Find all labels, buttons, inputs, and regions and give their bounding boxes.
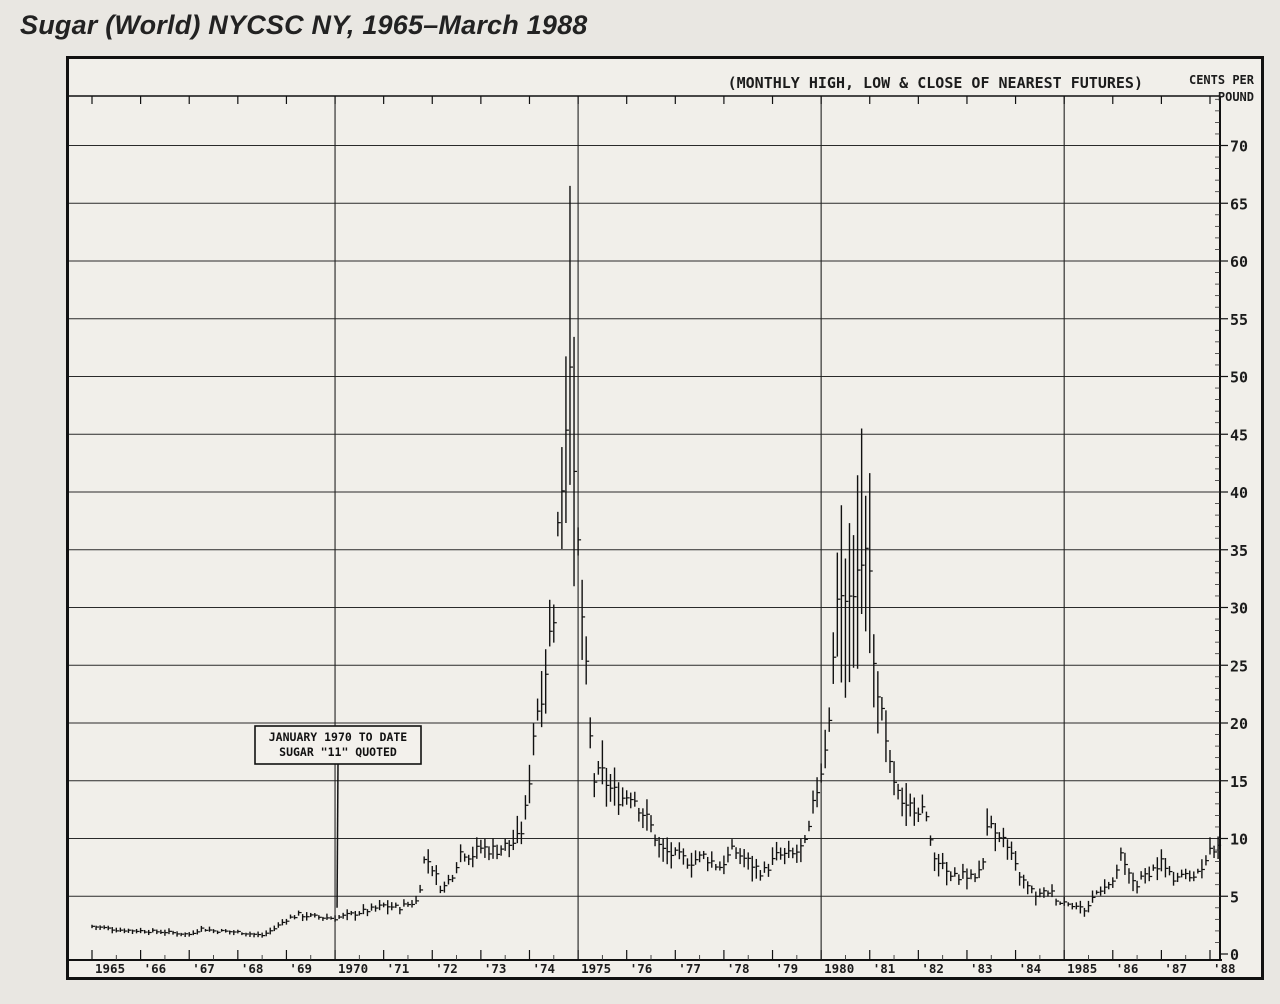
x-tick-label: 1980 bbox=[824, 961, 854, 976]
x-tick-label: '81 bbox=[873, 961, 896, 976]
y-tick-label: 65 bbox=[1230, 195, 1248, 213]
x-tick-label: '73 bbox=[484, 961, 507, 976]
y-axis-label: CENTS PER POUND bbox=[1189, 73, 1255, 104]
y-tick-label: 60 bbox=[1230, 253, 1248, 271]
x-tick-label: '67 bbox=[192, 961, 215, 976]
chart-subtitle: (MONTHLY HIGH, LOW & CLOSE OF NEAREST FU… bbox=[728, 74, 1143, 92]
y-tick-label: 50 bbox=[1230, 369, 1248, 387]
x-tick-label: '77 bbox=[678, 961, 701, 976]
sugar-11-annotation: JANUARY 1970 TO DATE SUGAR "11" QUOTED bbox=[254, 725, 422, 908]
y-tick-label: 55 bbox=[1230, 311, 1248, 329]
x-tick-label: '68 bbox=[241, 961, 264, 976]
annotation-box bbox=[254, 725, 422, 765]
y-tick-label: 30 bbox=[1230, 600, 1248, 618]
y-axis-label-line-2: POUND bbox=[1218, 90, 1254, 104]
annotation-line-2: SUGAR "11" QUOTED bbox=[279, 745, 397, 759]
x-axis-ticks: 1965 '66 '67 '68 '69 1970 '71 '72 '73 '74 1975 '76 '… bbox=[91, 96, 1236, 976]
x-tick-label: '78 bbox=[727, 961, 750, 976]
y-axis-label-line-1: CENTS PER bbox=[1189, 73, 1255, 87]
x-tick-label: '87 bbox=[1164, 961, 1187, 976]
y-tick-label: 35 bbox=[1230, 542, 1248, 560]
annotation-pointer bbox=[336, 763, 339, 908]
y-axis-ticks: 0 5 10 15 20 25 30 35 40 45 50 55 60 65 70 bbox=[1215, 98, 1248, 964]
y-tick-label: 70 bbox=[1230, 138, 1248, 156]
y-tick-label: 40 bbox=[1230, 484, 1248, 502]
x-tick-label: '83 bbox=[970, 961, 993, 976]
y-tick-label: 45 bbox=[1230, 426, 1248, 444]
x-tick-label: '71 bbox=[387, 961, 410, 976]
x-tick-label: '69 bbox=[289, 961, 312, 976]
x-tick-label: '72 bbox=[435, 961, 458, 976]
x-tick-label: 1965 bbox=[95, 961, 125, 976]
y-tick-label: 5 bbox=[1230, 888, 1239, 906]
y-tick-label: 0 bbox=[1230, 946, 1239, 964]
x-tick-label: '76 bbox=[630, 961, 653, 976]
x-tick-label: '79 bbox=[776, 961, 799, 976]
y-tick-label: 10 bbox=[1230, 831, 1248, 849]
x-tick-label: '82 bbox=[921, 961, 944, 976]
y-tick-label: 20 bbox=[1230, 715, 1248, 733]
x-tick-label: '86 bbox=[1116, 961, 1139, 976]
page-title: Sugar (World) NYCSC NY, 1965–March 1988 bbox=[20, 10, 588, 40]
y-tick-label: 25 bbox=[1230, 657, 1248, 675]
x-tick-label: '74 bbox=[532, 961, 555, 976]
x-tick-label: 1985 bbox=[1067, 961, 1097, 976]
x-tick-label: '88 bbox=[1213, 961, 1236, 976]
annotation-line-1: JANUARY 1970 TO DATE bbox=[269, 730, 408, 744]
x-tick-label: '84 bbox=[1019, 961, 1042, 976]
x-tick-label: '66 bbox=[144, 961, 167, 976]
price-bars bbox=[91, 185, 1222, 938]
x-tick-label: 1975 bbox=[581, 961, 611, 976]
gridlines bbox=[69, 95, 1222, 961]
y-tick-label: 15 bbox=[1230, 773, 1248, 791]
x-tick-label: 1970 bbox=[338, 961, 368, 976]
